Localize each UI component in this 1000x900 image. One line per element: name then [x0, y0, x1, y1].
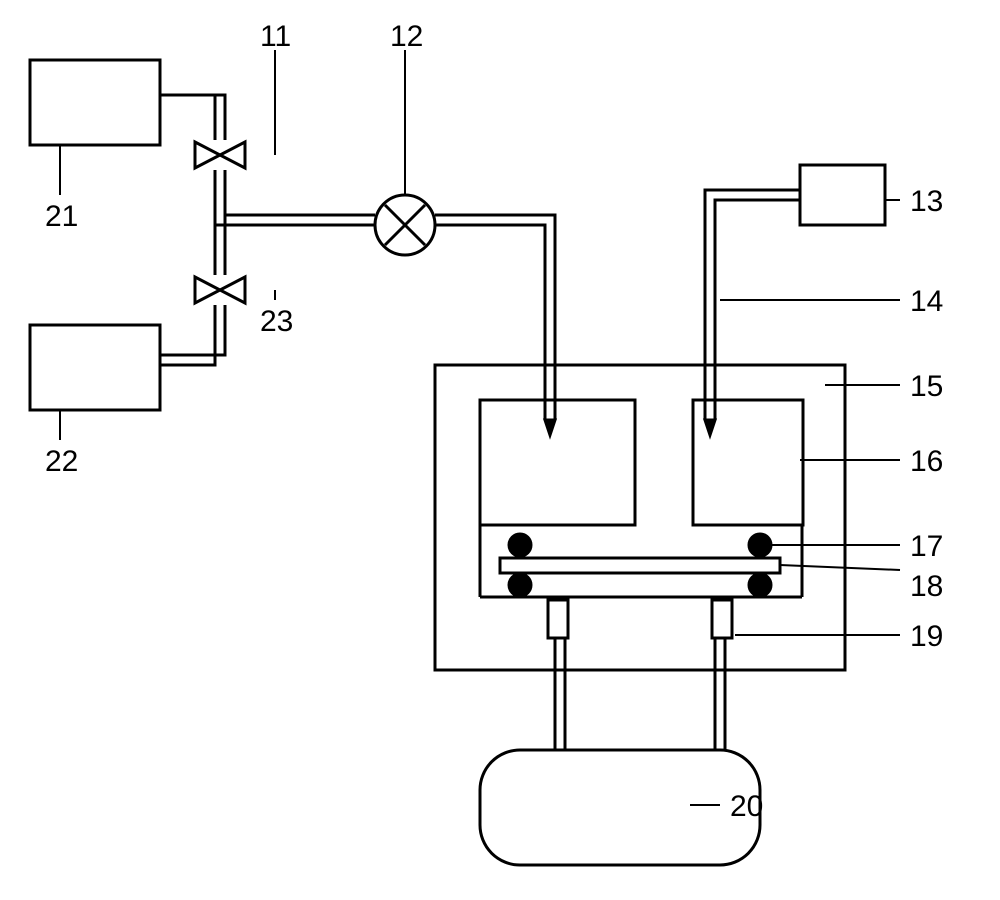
label-21: 21 — [45, 200, 78, 234]
schematic-svg — [0, 0, 1000, 900]
label-20: 20 — [730, 790, 763, 824]
label-11: 11 — [260, 20, 291, 54]
label-13: 13 — [910, 185, 943, 219]
label-14: 14 — [910, 285, 943, 319]
diagram-container: 11 12 13 14 15 16 17 18 19 20 21 22 23 — [0, 0, 1000, 900]
label-19: 19 — [910, 620, 943, 654]
label-23: 23 — [260, 305, 293, 339]
label-22: 22 — [45, 445, 78, 479]
label-17: 17 — [910, 530, 943, 564]
label-15: 15 — [910, 370, 943, 404]
label-18: 18 — [910, 570, 943, 604]
label-16: 16 — [910, 445, 943, 479]
label-12: 12 — [390, 20, 423, 54]
